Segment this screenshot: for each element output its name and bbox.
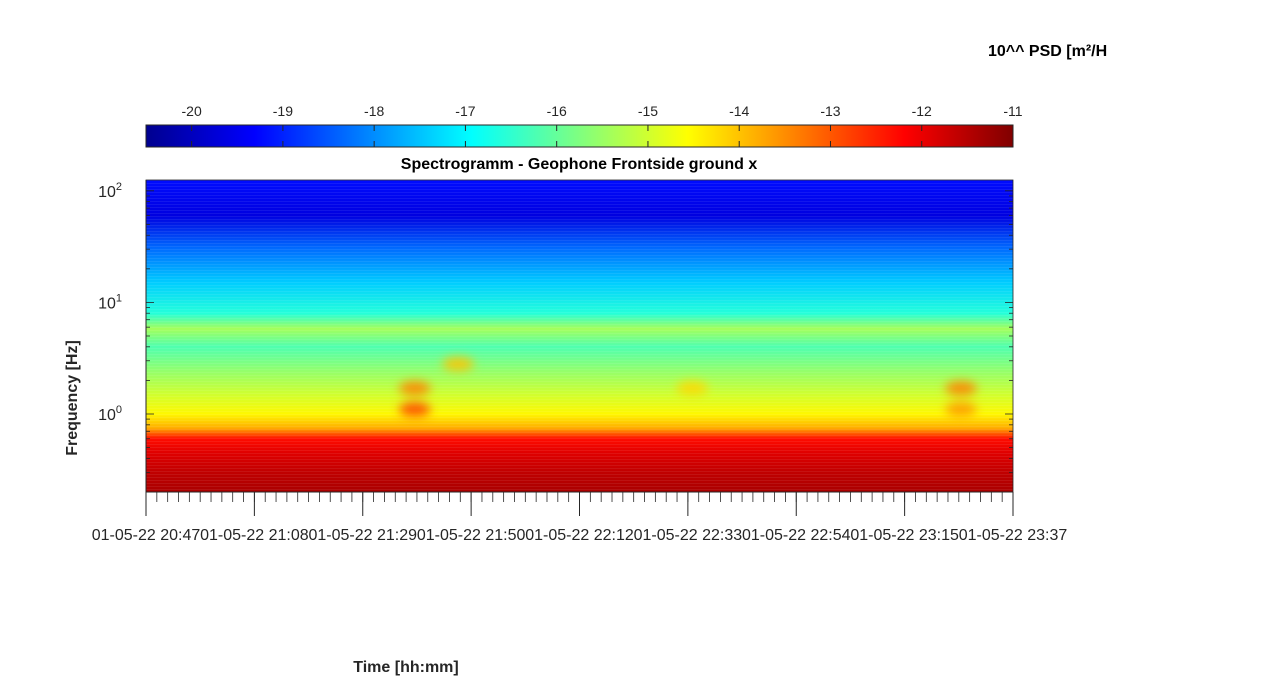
spectrogram-hotspot (442, 357, 475, 372)
colorbar-tick-label: -14 (729, 103, 749, 119)
y-axis-label: Frequency [Hz] (64, 340, 81, 456)
spectrogram-hotspot (398, 402, 431, 417)
colorbar-ticks: -20 -19 -18 -17 -16 -15 -14 -13 -12 -11 (182, 103, 1023, 147)
colorbar-tick-label: -16 (547, 103, 567, 119)
x-tick-label: 01-05-22 22:12 (525, 527, 634, 544)
x-tick-label: 01-05-22 23:15 (850, 527, 959, 544)
colorbar-tick-label: -19 (273, 103, 293, 119)
colorbar-tick-label: -11 (1003, 103, 1022, 119)
spectrogram-hotspot (944, 402, 977, 417)
chart-title: Spectrogramm - Geophone Frontside ground… (401, 156, 758, 173)
y-tick-label: 100 (98, 404, 122, 424)
x-axis-label: Time [hh:mm] (353, 659, 458, 676)
x-tick-label: 01-05-22 21:29 (308, 527, 417, 544)
plot-area (146, 180, 1013, 492)
x-axis: 01-05-22 20:47 01-05-22 21:08 01-05-22 21:… (92, 491, 1068, 544)
spectrogram-hotspot (398, 381, 431, 396)
x-tick-label: 01-05-22 21:08 (200, 527, 309, 544)
y-tick-label: 102 (98, 181, 122, 201)
colorbar-tick-label: -15 (638, 103, 658, 119)
y-tick-label: 101 (98, 292, 122, 312)
x-tick-label: 01-05-22 22:33 (634, 527, 743, 544)
colorbar-tick-label: -18 (364, 103, 384, 119)
x-tick-label: 01-05-22 20:47 (92, 527, 201, 544)
hotspot-layer (398, 357, 977, 417)
x-tick-label: 01-05-22 21:50 (417, 527, 526, 544)
x-tick-label: 01-05-22 23:37 (959, 527, 1068, 544)
colorbar-tick-label: -17 (455, 103, 475, 119)
colorbar: -20 -19 -18 -17 -16 -15 -14 -13 -12 -11 (145, 103, 1023, 148)
colorbar-gradient (145, 124, 1014, 148)
colorbar-label: 10^^ PSD [m²/H (988, 43, 1107, 60)
x-tick-label: 01-05-22 22:54 (742, 527, 851, 544)
spectrogram-hotspot (944, 381, 977, 396)
y-axis: 100 101 102 (98, 180, 1013, 493)
colorbar-tick-label: -20 (182, 103, 202, 119)
colorbar-tick-label: -13 (820, 103, 840, 119)
spectrogram-hotspot (676, 381, 709, 396)
colorbar-tick-label: -12 (912, 103, 932, 119)
spectrogram-texture (146, 180, 1013, 492)
